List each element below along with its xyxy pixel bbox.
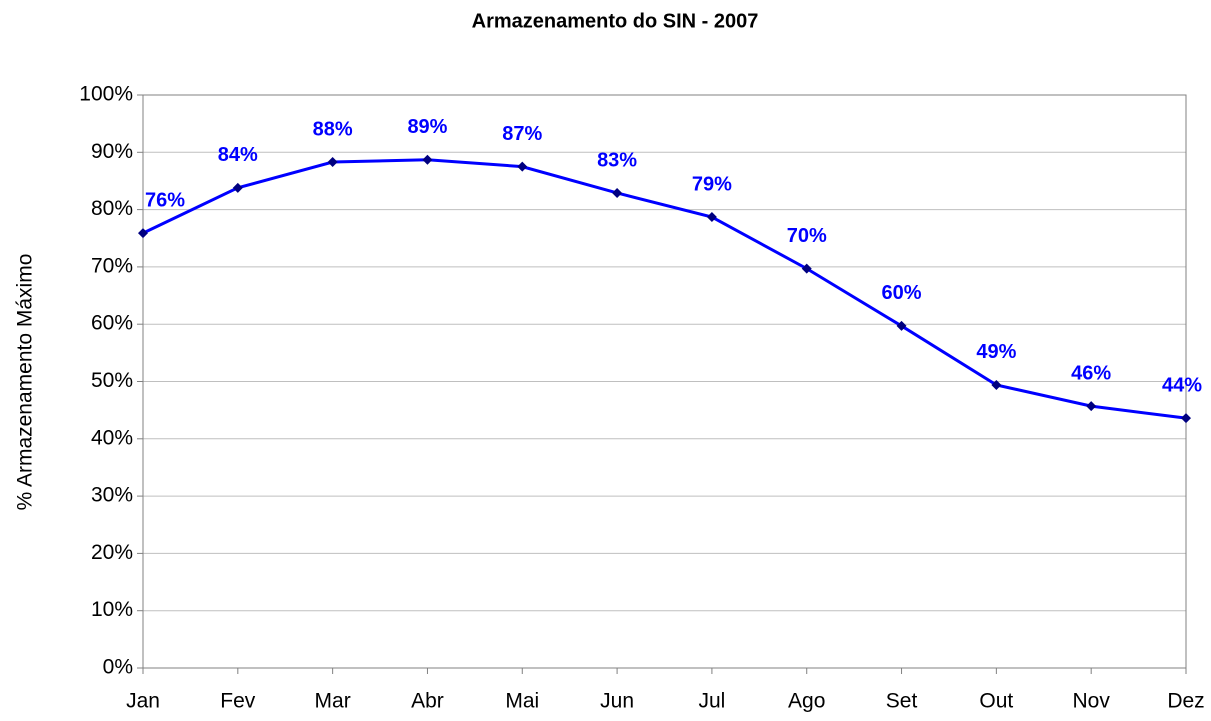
- x-tick-label: Nov: [1073, 690, 1111, 713]
- data-label: 83%: [597, 149, 637, 171]
- y-tick-label: 40%: [91, 426, 133, 449]
- y-tick-label: 10%: [91, 598, 133, 621]
- y-tick-label: 20%: [91, 541, 133, 564]
- x-tick-label: Mar: [315, 690, 351, 713]
- x-tick-label: Dez: [1167, 690, 1204, 713]
- data-point: [896, 320, 907, 331]
- y-tick-label: 0%: [103, 656, 133, 679]
- x-tick-label: Abr: [411, 690, 444, 713]
- data-point: [991, 379, 1002, 390]
- data-label: 60%: [882, 282, 922, 304]
- plot-frame: [142, 94, 1187, 669]
- x-tick-label: Ago: [788, 690, 825, 713]
- data-label: 44%: [1162, 374, 1202, 396]
- data-point: [517, 161, 528, 172]
- y-axis-label: % Armazenamento Máximo: [14, 254, 37, 511]
- data-point: [706, 212, 717, 223]
- x-tick-label: Mai: [505, 690, 539, 713]
- x-tick-label: Set: [886, 690, 918, 713]
- x-tick-label: Fev: [220, 690, 256, 713]
- x-tick-label: Out: [979, 690, 1013, 713]
- x-tick-label: Jul: [698, 690, 725, 713]
- data-point: [1181, 413, 1191, 424]
- data-point: [138, 228, 148, 239]
- y-tick-label: 70%: [91, 254, 133, 277]
- data-point: [801, 263, 812, 274]
- data-point: [232, 182, 243, 193]
- data-point: [612, 187, 623, 198]
- data-point: [327, 157, 338, 168]
- data-label: 89%: [407, 116, 447, 138]
- data-line: [142, 158, 1187, 420]
- x-tick-label: Jan: [126, 690, 160, 713]
- chart-title: Armazenamento do SIN - 2007: [472, 10, 759, 32]
- y-tick-label: 50%: [91, 369, 133, 392]
- data-point: [422, 154, 433, 165]
- y-tick-label: 30%: [91, 484, 133, 507]
- data-label: 76%: [145, 189, 185, 211]
- data-label: 88%: [313, 118, 353, 140]
- data-point: [1086, 401, 1097, 412]
- y-tick-label: 100%: [79, 83, 133, 106]
- x-tick-label: Jun: [600, 690, 634, 713]
- y-tick-label: 80%: [91, 197, 133, 220]
- data-label: 87%: [502, 123, 542, 145]
- data-label: 84%: [218, 144, 258, 166]
- data-label: 49%: [976, 341, 1016, 363]
- data-label: 70%: [787, 225, 827, 247]
- data-label: 79%: [692, 173, 732, 195]
- data-label: 46%: [1071, 362, 1111, 384]
- y-tick-label: 60%: [91, 312, 133, 335]
- y-tick-label: 90%: [91, 140, 133, 163]
